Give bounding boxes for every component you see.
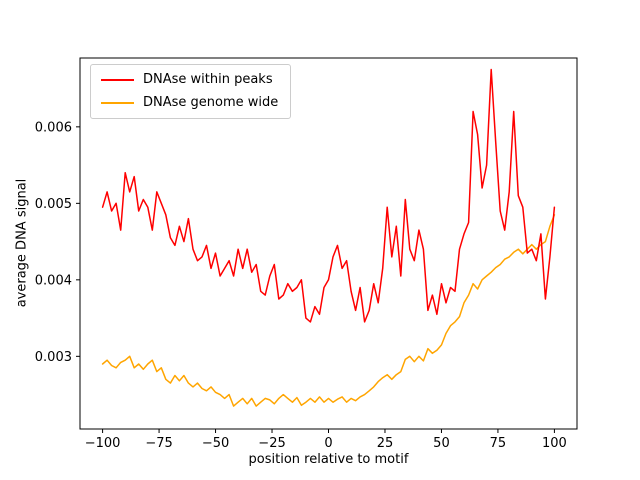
x-tick-label: −25 <box>258 436 285 451</box>
y-tick-label: 0.004 <box>35 273 72 288</box>
series-dnase-within-peaks <box>101 68 556 323</box>
x-tick-label: 0 <box>324 436 332 451</box>
x-tick-label: 75 <box>490 436 507 451</box>
legend-item-dnase-genome-wide: DNAse genome wide <box>101 95 278 110</box>
y-tick-label: 0.003 <box>35 350 72 365</box>
x-tick-label: 50 <box>433 436 450 451</box>
series-dnase-genome-wide <box>101 214 556 407</box>
legend-line-red <box>101 78 134 81</box>
y-tick-label: 0.006 <box>35 120 72 135</box>
x-tick-label: 100 <box>542 436 567 451</box>
legend-line-orange <box>101 101 134 104</box>
x-tick-label: −75 <box>145 436 172 451</box>
x-axis-label: position relative to motif <box>248 452 409 467</box>
legend-label: DNAse within peaks <box>143 72 273 87</box>
x-tick-label: −50 <box>202 436 229 451</box>
y-axis-label: average DNA signal <box>14 178 30 308</box>
legend-item-dnase-within-peaks: DNAse within peaks <box>101 72 278 87</box>
x-tick-label: 25 <box>377 436 394 451</box>
legend-label: DNAse genome wide <box>143 95 279 110</box>
legend: DNAse within peaks DNAse genome wide <box>90 64 292 119</box>
y-tick-label: 0.005 <box>35 197 72 212</box>
x-tick-label: −100 <box>85 436 121 451</box>
